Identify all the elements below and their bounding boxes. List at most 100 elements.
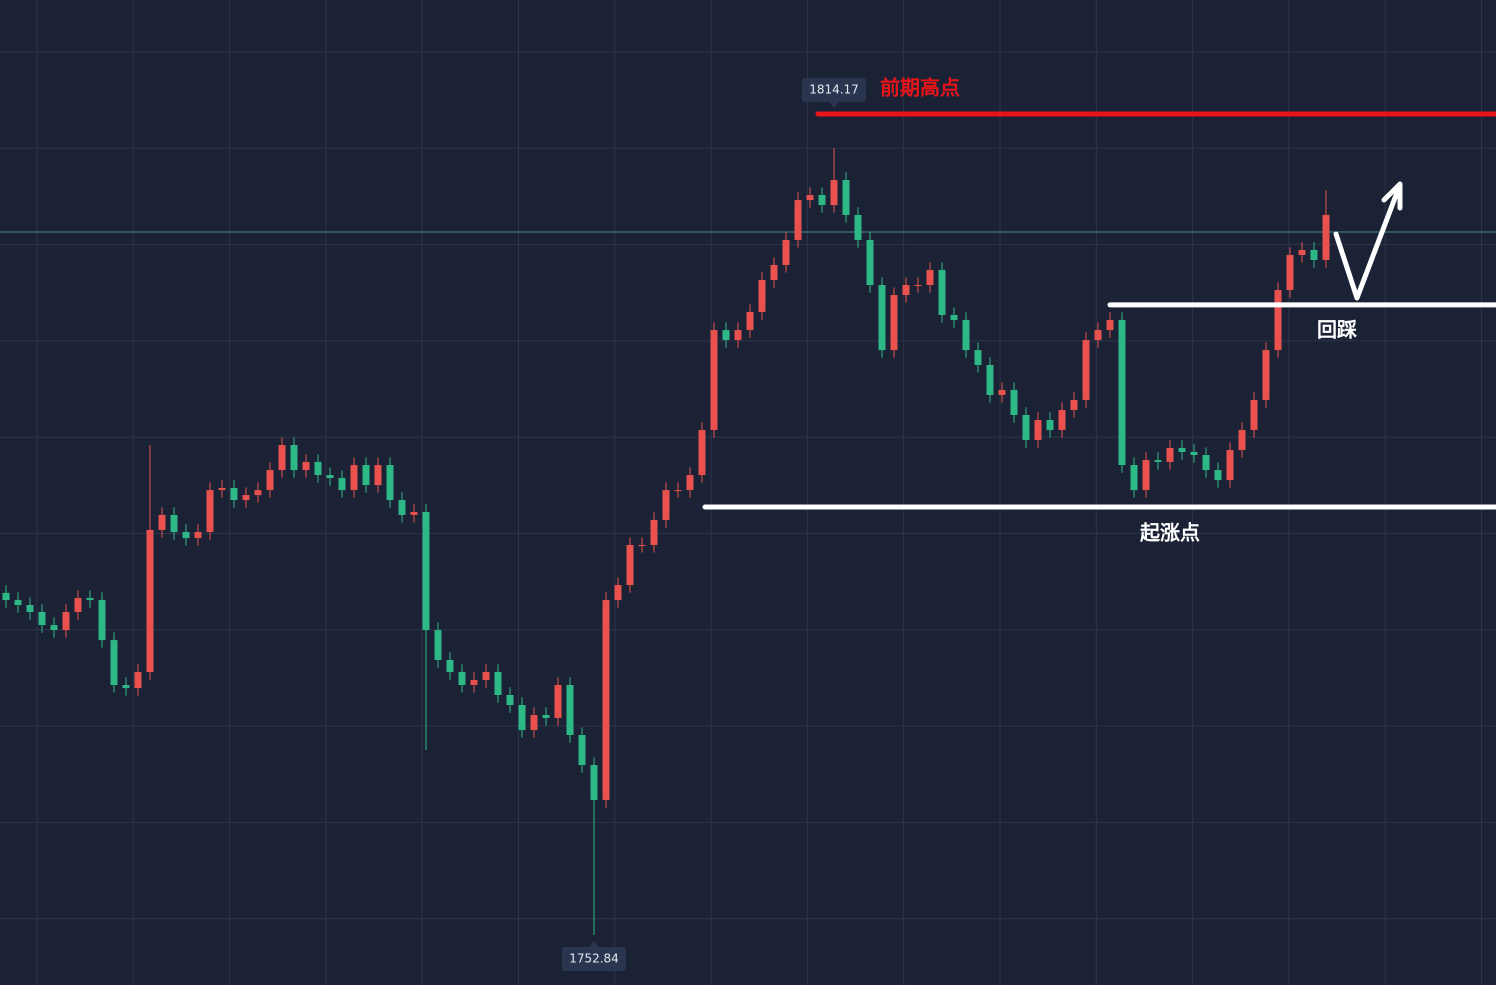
- price-tag: 1814.17: [809, 82, 859, 96]
- candle-body: [374, 465, 382, 486]
- candle-body: [1250, 399, 1258, 431]
- candle-body: [950, 315, 958, 321]
- candle-body: [1298, 249, 1306, 255]
- candle-body: [62, 611, 70, 631]
- candle-body: [1022, 414, 1030, 441]
- candle-body: [650, 519, 658, 545]
- candle-body: [698, 430, 706, 476]
- level-note: 起涨点: [1139, 522, 1200, 545]
- candle-body: [434, 630, 442, 660]
- candle-body: [854, 214, 862, 240]
- candle-body: [806, 195, 814, 201]
- candle-body: [1058, 409, 1066, 431]
- candle-body: [134, 672, 142, 689]
- candle-body: [314, 461, 322, 476]
- candle-body: [146, 529, 154, 673]
- candle-body: [1070, 399, 1078, 410]
- candle-body: [770, 264, 778, 280]
- candle-body: [710, 330, 718, 431]
- candle-body: [542, 715, 550, 718]
- candle-body: [998, 389, 1006, 395]
- candle-body: [158, 514, 166, 530]
- candle-body: [1118, 320, 1126, 466]
- candle-body: [458, 672, 466, 685]
- candle-body: [122, 684, 130, 689]
- candle-body: [386, 465, 394, 501]
- price-tag-pointer: [829, 101, 839, 108]
- candle-body: [1082, 340, 1090, 400]
- level-note: 前期高点: [880, 76, 960, 100]
- candle-body: [1238, 430, 1246, 451]
- candle-body: [98, 600, 106, 641]
- arrow-head: [1381, 181, 1403, 211]
- candle-body: [794, 200, 802, 240]
- candle-body: [446, 659, 454, 673]
- candle-body: [26, 605, 34, 612]
- candle-body: [206, 490, 214, 533]
- candle-body: [422, 512, 430, 631]
- candle-body: [1094, 330, 1102, 341]
- arrow: [1333, 181, 1403, 301]
- candle-body: [662, 490, 670, 520]
- price-tag-box: [802, 77, 866, 102]
- arrow-path: [1333, 187, 1401, 301]
- candle-body: [866, 239, 874, 286]
- candle-body: [902, 285, 910, 296]
- candle-body: [926, 269, 934, 286]
- candle-body: [1142, 460, 1150, 491]
- candle-body: [638, 544, 646, 546]
- candle-body: [242, 495, 250, 501]
- candle-body: [986, 364, 994, 395]
- candle-body: [590, 765, 598, 800]
- candle-body: [842, 180, 850, 215]
- candle-body: [2, 592, 10, 601]
- candle-body: [962, 320, 970, 351]
- candle-body: [1262, 350, 1270, 400]
- candle-body: [218, 488, 226, 491]
- candle-body: [914, 285, 922, 287]
- candle-body: [302, 461, 310, 471]
- candle-body: [110, 640, 118, 685]
- candle-body: [1130, 465, 1138, 491]
- level-note: 回踩: [1317, 319, 1357, 342]
- candle-body: [254, 490, 262, 496]
- candle-body: [230, 488, 238, 501]
- candle-body: [290, 445, 298, 471]
- candle-body: [878, 285, 886, 351]
- candle-body: [350, 465, 358, 491]
- candle-body: [1190, 451, 1198, 456]
- candle-body: [1286, 254, 1294, 291]
- candle-body: [182, 532, 190, 539]
- candle-body: [782, 239, 790, 265]
- candle-body: [170, 514, 178, 533]
- candle-body: [1034, 419, 1042, 441]
- candle-body: [578, 735, 586, 766]
- candle-body: [602, 600, 610, 800]
- candle-body: [410, 512, 418, 515]
- candle-body: [518, 705, 526, 731]
- candle-body: [1310, 249, 1318, 260]
- candle-body: [722, 330, 730, 341]
- candle-body: [398, 500, 406, 515]
- candle-body: [1274, 290, 1282, 351]
- candle-body: [278, 445, 286, 471]
- candle-body: [686, 475, 694, 491]
- price-tag-pointer: [589, 940, 599, 947]
- candle-body: [1202, 455, 1210, 471]
- candle-body: [482, 672, 490, 680]
- candle-body: [194, 532, 202, 539]
- candle-body: [530, 715, 538, 731]
- candle-body: [362, 465, 370, 486]
- candle-body: [1166, 447, 1174, 462]
- price-tag: 1752.84: [569, 951, 619, 965]
- candle-body: [74, 597, 82, 612]
- candle-body: [506, 694, 514, 706]
- candle-body: [1010, 389, 1018, 415]
- candle-body: [50, 625, 58, 631]
- candle-body: [494, 672, 502, 695]
- candle-body: [554, 684, 562, 718]
- candle-body: [818, 195, 826, 206]
- plot: [0, 111, 1496, 935]
